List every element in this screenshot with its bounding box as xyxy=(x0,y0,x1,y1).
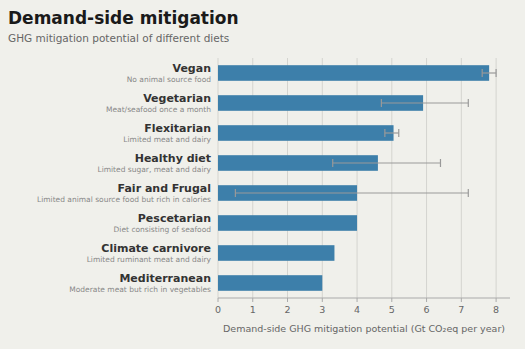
category-sublabel: Limited meat and dairy xyxy=(123,135,211,144)
category-label: Mediterranean xyxy=(119,272,211,285)
category-labels: MediterraneanModerate meat but rich in v… xyxy=(37,62,212,294)
category-sublabel: Limited sugar, meat and dairy xyxy=(97,165,211,174)
tick-mark xyxy=(461,298,462,302)
tick-mark xyxy=(322,298,323,302)
grid-line xyxy=(391,58,392,298)
grid-line xyxy=(496,58,497,298)
tick-label: 7 xyxy=(458,304,464,315)
category-sublabel: Meat/seafood once a month xyxy=(106,105,211,114)
tick-label: 0 xyxy=(215,304,221,315)
category-label: Pescetarian xyxy=(138,212,211,225)
category-label: Healthy diet xyxy=(135,152,211,165)
tick-mark xyxy=(287,298,288,302)
tick-label: 5 xyxy=(389,304,395,315)
category-label: Vegan xyxy=(173,62,212,75)
chart: Demand-side mitigation GHG mitigation pot… xyxy=(0,0,525,349)
category-label: Flexitarian xyxy=(144,122,211,135)
grid-line xyxy=(322,58,323,298)
bar xyxy=(218,65,489,81)
error-bar xyxy=(333,159,441,167)
grid-line xyxy=(287,58,288,298)
error-bar xyxy=(381,99,468,107)
error-bar xyxy=(235,189,468,197)
grid-line xyxy=(252,58,253,298)
tick-label: 4 xyxy=(354,304,360,315)
error-bar xyxy=(482,69,496,77)
grid-line xyxy=(357,58,358,298)
tick-label: 6 xyxy=(424,304,430,315)
subtitle: GHG mitigation potential of different di… xyxy=(8,32,229,44)
category-sublabel: Limited ruminant meat and dairy xyxy=(87,255,212,264)
tick-label: 1 xyxy=(250,304,256,315)
category-label: Vegetarian xyxy=(143,92,211,105)
category-label: Fair and Frugal xyxy=(118,182,211,195)
category-label: Climate carnivore xyxy=(101,242,211,255)
title: Demand-side mitigation xyxy=(8,8,239,28)
bars xyxy=(218,65,496,291)
tick-label: 8 xyxy=(493,304,499,315)
bar xyxy=(218,125,394,141)
tick-mark xyxy=(357,298,358,302)
tick-mark xyxy=(426,298,427,302)
bar xyxy=(218,215,357,231)
tick-mark xyxy=(391,298,392,302)
error-bar xyxy=(385,129,399,137)
grid xyxy=(218,58,496,298)
x-ticks: 0 1 2 3 4 5 6 7 8 xyxy=(215,298,499,315)
category-sublabel: Moderate meat but rich in vegetables xyxy=(69,285,211,294)
x-axis-label: Demand-side GHG mitigation potential (Gt… xyxy=(223,323,505,334)
background xyxy=(0,0,525,349)
grid-line xyxy=(426,58,427,298)
tick-label: 2 xyxy=(285,304,291,315)
category-sublabel: Diet consisting of seafood xyxy=(114,225,212,234)
bar xyxy=(218,275,322,291)
grid-line xyxy=(461,58,462,298)
tick-mark xyxy=(496,298,497,302)
tick-label: 3 xyxy=(319,304,325,315)
grid-line xyxy=(218,58,219,298)
tick-mark xyxy=(218,298,219,302)
category-sublabel: Limited animal source food but rich in c… xyxy=(37,195,211,204)
tick-mark xyxy=(252,298,253,302)
x-axis xyxy=(218,298,510,299)
category-sublabel: No animal source food xyxy=(127,75,211,84)
bar xyxy=(218,245,334,261)
